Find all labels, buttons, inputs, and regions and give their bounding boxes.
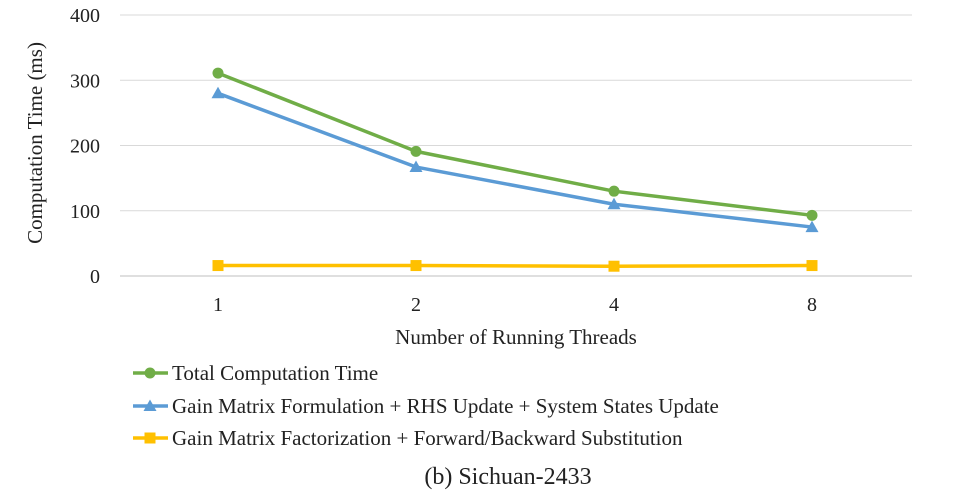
- legend-marker: [144, 432, 156, 444]
- x-tick-1: 1: [213, 294, 223, 316]
- x-tick-labels: 1 2 4 8: [213, 294, 817, 316]
- legend-item-1: Total Computation Time: [133, 361, 378, 385]
- legend-item-2: Gain Matrix Formulation + RHS Update + S…: [133, 394, 719, 418]
- data-point-3-2: [410, 260, 422, 272]
- data-point-3-1: [212, 260, 224, 272]
- data-point-2-4: [805, 220, 819, 233]
- legend-label: Total Computation Time: [172, 361, 378, 385]
- x-tick-8: 8: [807, 294, 817, 316]
- y-tick-200: 200: [70, 136, 100, 158]
- series-layer: [211, 67, 819, 272]
- legend-label: Gain Matrix Formulation + RHS Update + S…: [172, 394, 719, 418]
- legend-marker: [143, 399, 157, 411]
- y-tick-300: 300: [70, 70, 100, 92]
- x-tick-2: 2: [411, 294, 421, 316]
- y-tick-labels: 0 100 200 300 400: [70, 5, 100, 288]
- y-tick-400: 400: [70, 5, 100, 27]
- data-point-1-1: [212, 67, 224, 79]
- data-point-2-2: [409, 160, 423, 173]
- series-line-2: [217, 91, 813, 229]
- series-2: [211, 86, 819, 233]
- y-axis-label: Computation Time (ms): [23, 42, 47, 244]
- series-line-3: [218, 263, 813, 268]
- gridlines: [120, 14, 912, 277]
- y-tick-100: 100: [70, 201, 100, 223]
- legend: Total Computation Time Gain Matrix Formul…: [133, 361, 719, 450]
- data-point-1-3: [608, 185, 620, 197]
- data-point-1-4: [806, 209, 818, 221]
- legend-item-3: Gain Matrix Factorization + Forward/Back…: [133, 426, 683, 450]
- data-point-3-4: [806, 260, 818, 272]
- x-axis-label: Number of Running Threads: [395, 325, 637, 349]
- data-point-2-1: [211, 86, 225, 99]
- data-point-3-3: [608, 260, 620, 272]
- x-tick-4: 4: [609, 294, 619, 316]
- legend-marker: [144, 367, 156, 379]
- data-point-2-3: [607, 197, 621, 210]
- data-point-1-2: [410, 145, 422, 157]
- series-line-1: [217, 71, 813, 218]
- y-tick-0: 0: [90, 266, 100, 288]
- legend-label: Gain Matrix Factorization + Forward/Back…: [172, 426, 683, 450]
- series-1: [212, 67, 818, 221]
- series-3: [212, 260, 818, 272]
- chart-caption: (b) Sichuan-2433: [424, 464, 591, 490]
